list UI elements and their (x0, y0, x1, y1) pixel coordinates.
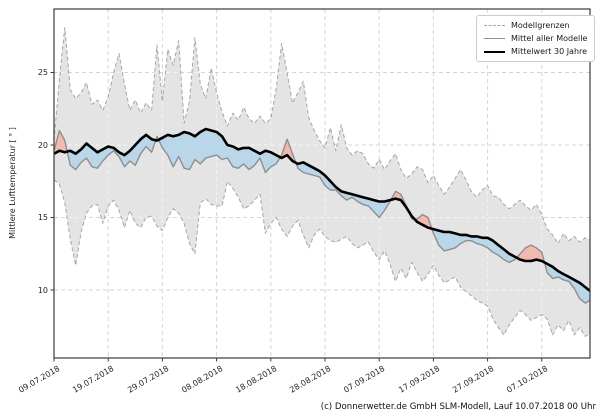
mean30-line (54, 127, 590, 293)
legend-entry-model-mean: Mittel aller Modelle (484, 33, 587, 44)
dashed-line-sample (484, 25, 505, 26)
legend-label: Mittelwert 30 Jahre (511, 46, 588, 56)
legend-label: Modellgrenzen (511, 20, 570, 30)
chart-caption: (c) Donnerwetter.de GmbH SLM-Modell, Lau… (320, 402, 596, 412)
plot-border (53, 8, 591, 359)
y-tick-label: 15 (37, 213, 48, 222)
y-tick-label: 25 (37, 68, 48, 77)
legend: Modellgrenzen Mittel aller Modelle Mitte… (476, 15, 596, 62)
y-axis-label: Mittlere Lufttemperatur [ ° ] (8, 127, 17, 239)
gray-line-sample (484, 38, 505, 39)
black-line-sample (484, 50, 505, 53)
legend-entry-bounds: Modellgrenzen (484, 20, 587, 31)
legend-label: Mittel aller Modelle (511, 33, 588, 43)
y-tick-label: 20 (37, 140, 48, 150)
upper-bound-line (54, 27, 590, 245)
y-tick-label: 10 (37, 285, 48, 295)
legend-entry-mean30: Mittelwert 30 Jahre (484, 46, 587, 57)
lower-bound-line (54, 179, 590, 337)
model-mean-line (54, 129, 590, 304)
